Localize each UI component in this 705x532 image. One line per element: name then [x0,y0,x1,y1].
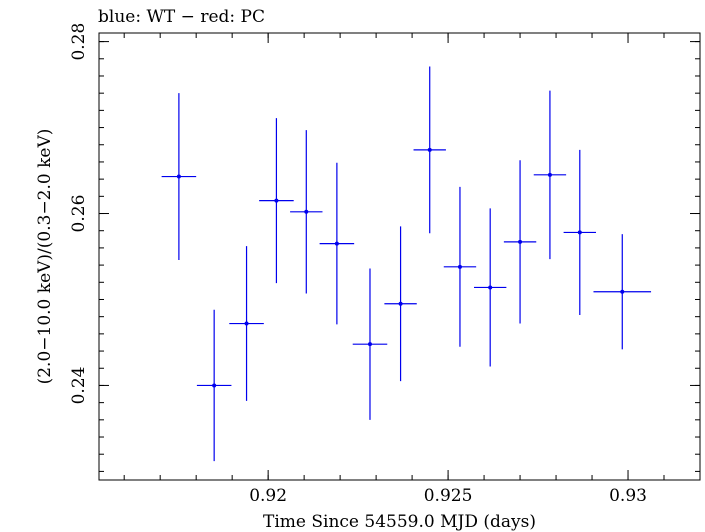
data-point [352,268,388,420]
data-marker [274,198,279,203]
data-marker [212,383,217,388]
data-marker [457,264,462,269]
x-tick-label: 0.925 [424,486,473,506]
y-tick-label: 0.24 [69,367,89,405]
data-marker [398,301,403,306]
data-point [473,208,507,367]
x-tick-label: 0.93 [609,486,647,506]
y-axis-label: (2.0−10.0 keV)/(0.3−2.0 keV) [35,129,55,385]
x-axis-label: Time Since 54559.0 MJD (days) [263,512,536,532]
y-tick-label: 0.26 [69,195,89,233]
data-marker [176,174,181,179]
data-marker [518,239,523,244]
axis-ticks [99,33,701,480]
data-point [443,186,477,347]
data-point [161,93,197,260]
data-point [593,234,652,350]
data-marker [488,285,493,290]
plot-frame [98,32,701,481]
data-marker [577,230,582,235]
data-series [161,66,652,462]
data-marker [334,241,339,246]
data-point [259,118,294,284]
data-point [413,66,446,234]
data-marker [304,209,309,214]
data-point [290,130,323,294]
data-marker [367,342,372,347]
data-point [229,246,264,401]
data-point [503,160,537,324]
data-point [319,162,355,325]
y-tick-label: 0.28 [69,23,89,61]
data-marker [427,147,432,152]
data-marker [244,321,249,326]
data-point [196,309,232,462]
data-marker [620,289,625,294]
chart-title: blue: WT − red: PC [98,7,265,27]
data-point [533,90,567,260]
data-point [563,149,596,315]
x-tick-label: 0.92 [249,486,287,506]
data-point [384,226,417,382]
data-marker [547,172,552,177]
axis-tick-labels: 0.92 0.925 0.93 0.24 0.26 0.28 [69,23,647,506]
